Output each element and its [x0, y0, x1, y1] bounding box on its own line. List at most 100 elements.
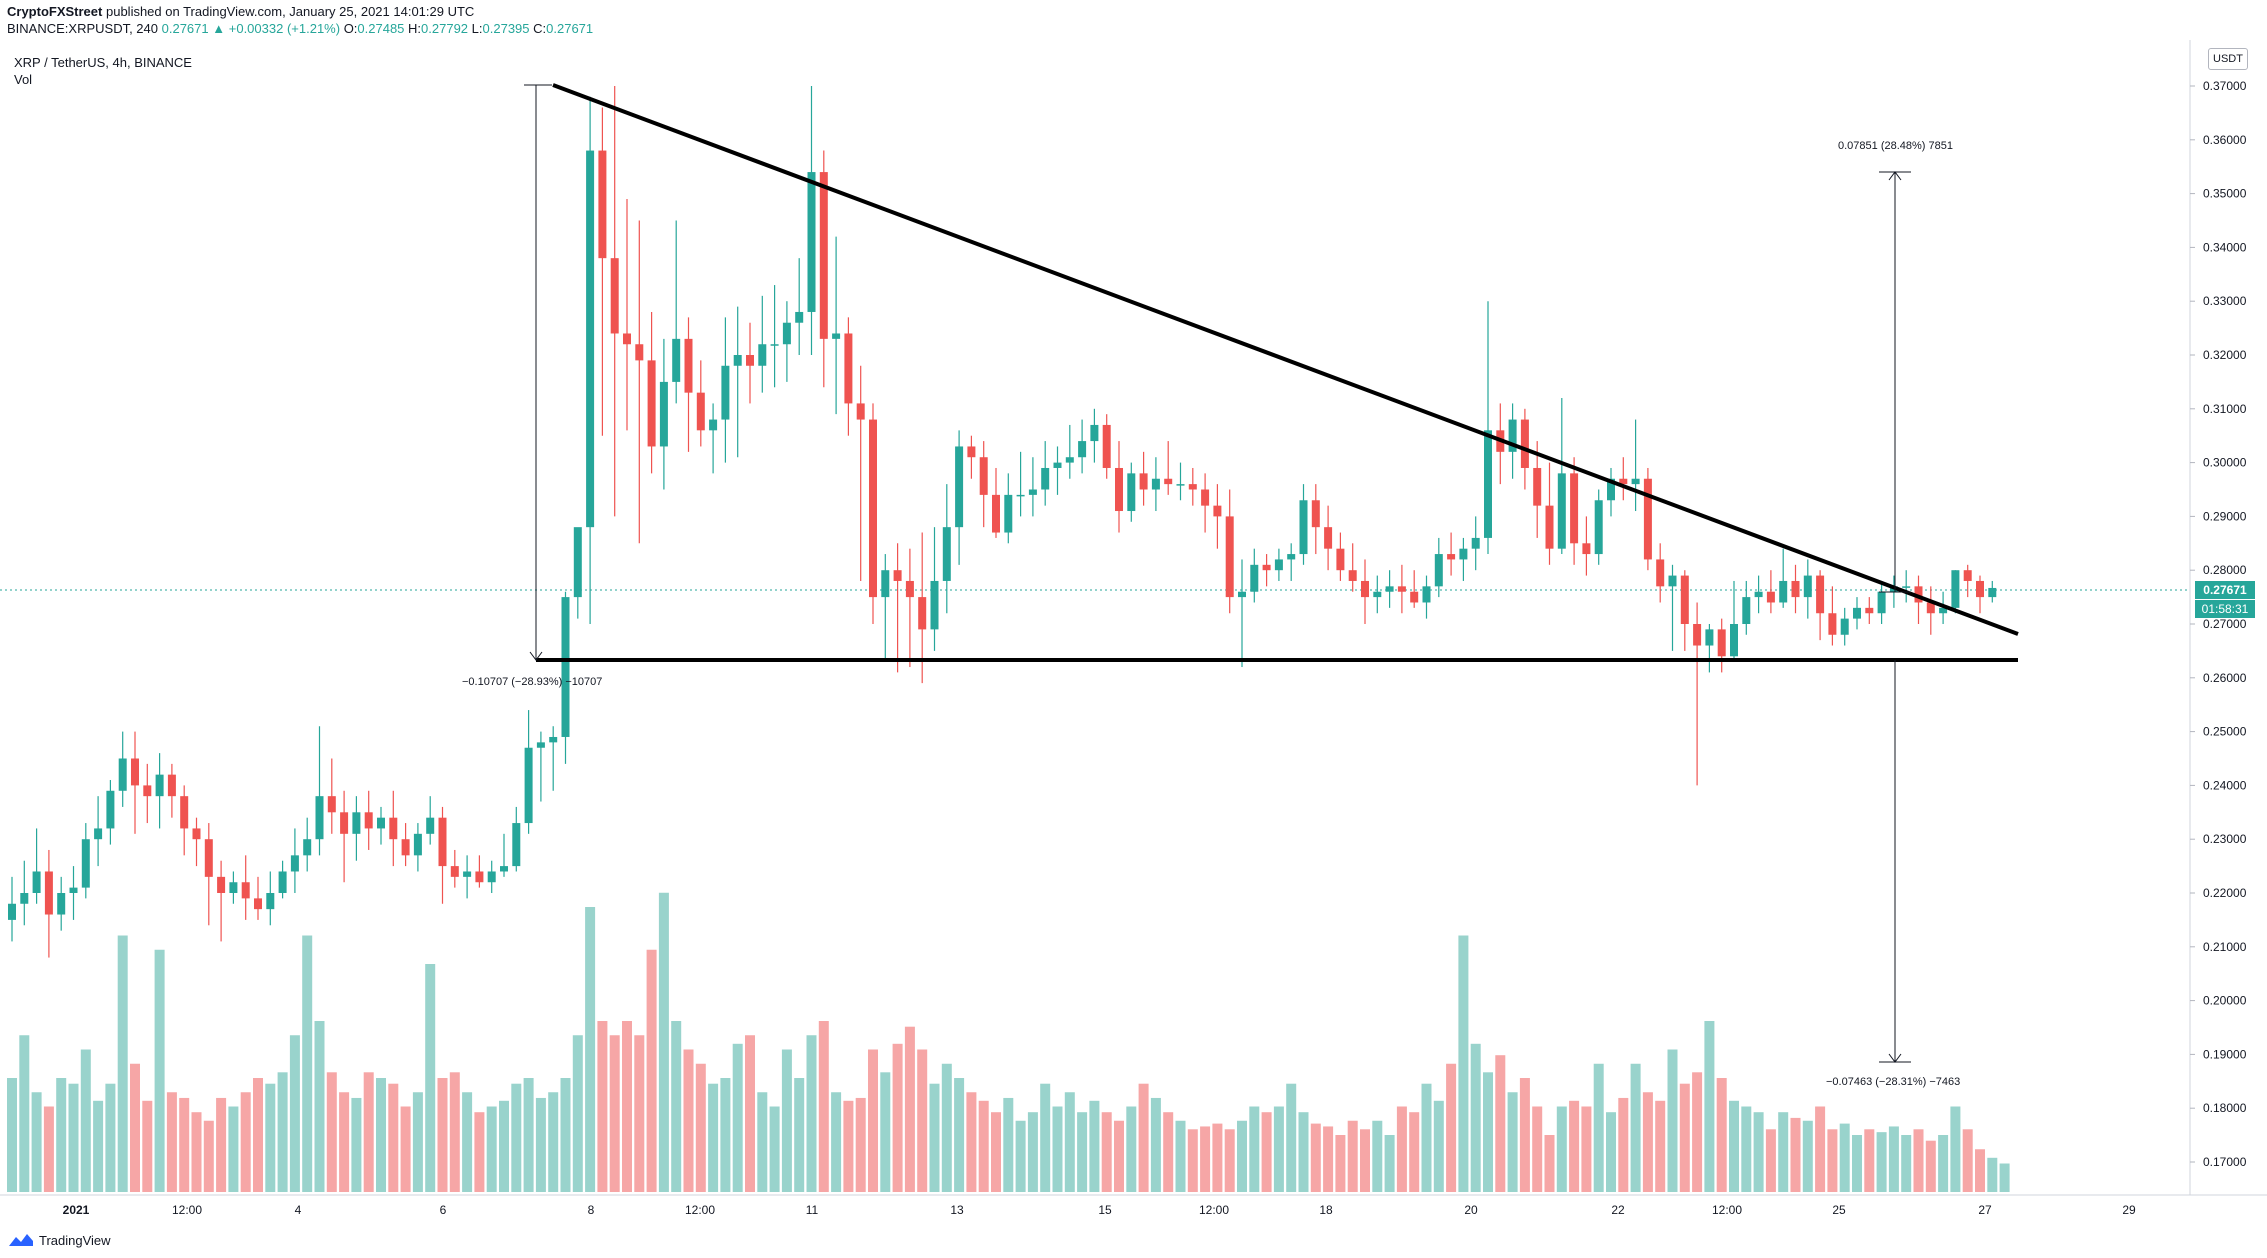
candle-body	[500, 866, 508, 872]
candle	[500, 833, 508, 877]
volume-bar	[1396, 1106, 1407, 1192]
candle	[967, 435, 976, 479]
price-tick-label: 0.26000	[2203, 671, 2247, 685]
candle	[905, 548, 914, 668]
volume-bar	[1987, 1157, 1998, 1192]
candle	[377, 806, 385, 845]
candle	[1422, 575, 1431, 619]
candle-body	[1520, 419, 1529, 468]
candle	[57, 876, 66, 931]
volume-bar	[1692, 1072, 1703, 1192]
volume-bar	[1839, 1123, 1850, 1192]
volume-bar	[1089, 1100, 1100, 1192]
candle-body	[1484, 430, 1492, 538]
volume-bars	[7, 892, 2010, 1192]
time-tick-label: 11	[806, 1203, 819, 1217]
candle-body	[1643, 478, 1652, 560]
candle-body	[1127, 473, 1136, 512]
candle	[1139, 451, 1148, 506]
candle	[536, 731, 545, 802]
candle	[1533, 441, 1542, 538]
candle-body	[1041, 467, 1050, 490]
volume-bar	[695, 1063, 706, 1192]
candle-body	[1976, 580, 1984, 598]
candle-body	[955, 446, 964, 528]
volume-bar	[351, 1097, 362, 1192]
volume-bar	[43, 1106, 54, 1192]
volume-bar	[1741, 1106, 1752, 1192]
volume-bar	[880, 1072, 891, 1192]
candle-body	[782, 322, 791, 345]
candle	[118, 731, 127, 807]
candle	[1127, 462, 1136, 522]
candle	[241, 855, 250, 920]
symbol-line: BINANCE:XRPUSDT, 240	[7, 21, 158, 36]
volume-bar	[93, 1100, 104, 1192]
candle-body	[143, 785, 152, 797]
tradingview-logo[interactable]: TradingView	[8, 1232, 111, 1248]
volume-bar	[831, 1092, 842, 1192]
descending-trendline[interactable]	[552, 83, 2019, 636]
candle	[1557, 398, 1566, 555]
candle	[549, 726, 558, 791]
volume-bar	[560, 1078, 571, 1192]
candle-body	[1816, 575, 1825, 614]
candle-body	[426, 817, 435, 834]
volume-bar	[1409, 1112, 1420, 1192]
candle	[623, 198, 631, 431]
candle	[1164, 441, 1173, 495]
candle-body	[8, 903, 16, 920]
volume-bar	[412, 1092, 423, 1192]
candle-body	[659, 381, 668, 447]
volume-bar	[1237, 1120, 1247, 1192]
candle-body	[1422, 586, 1431, 603]
volume-bar	[769, 1106, 780, 1192]
candle	[340, 790, 349, 883]
candle	[1742, 580, 1751, 635]
candle	[1545, 462, 1554, 565]
candle	[1865, 597, 1874, 624]
currency-badge[interactable]: USDT	[2208, 48, 2248, 70]
volume-bar	[1679, 1083, 1690, 1192]
candle-body	[254, 898, 262, 910]
price-tick-label: 0.36000	[2203, 133, 2247, 147]
candle-body	[1004, 494, 1013, 533]
candle-body	[1582, 543, 1591, 555]
candle	[106, 780, 115, 845]
candle	[1262, 554, 1271, 587]
volume-bar	[1815, 1106, 1826, 1192]
pattern-height-label: −0.10707 (−28.93%) −10707	[462, 676, 603, 688]
publisher-name[interactable]: CryptoFXStreet	[7, 4, 103, 19]
volume-bar	[634, 1035, 645, 1192]
candle-body	[57, 893, 66, 915]
volume-bar	[855, 1097, 866, 1192]
candle	[1619, 457, 1628, 501]
candle-body	[1877, 591, 1886, 614]
candle-body	[450, 866, 459, 877]
candle-body	[487, 871, 496, 883]
candle-body	[377, 817, 385, 829]
volume-bar	[892, 1043, 903, 1192]
candle	[1373, 575, 1382, 614]
candle-body	[1828, 613, 1837, 635]
candle	[438, 806, 447, 904]
volume-bar	[1532, 1106, 1543, 1192]
candle-body	[672, 338, 681, 382]
volume-bar	[1667, 1049, 1678, 1192]
pair-title: XRP / TetherUS, 4h, BINANCE	[14, 55, 192, 70]
volume-bar	[535, 1097, 546, 1192]
volume-bar	[1347, 1120, 1358, 1192]
volume-bar	[757, 1092, 768, 1192]
volume-bar	[437, 1078, 448, 1192]
candle-body	[1914, 586, 1923, 603]
price-tick-label: 0.30000	[2203, 456, 2247, 470]
volume-bar	[166, 1092, 177, 1192]
candle	[598, 107, 607, 436]
volume-bar	[56, 1078, 67, 1192]
volume-bar	[191, 1112, 202, 1192]
last-close-value: 0.27671	[161, 21, 209, 36]
candle-body	[1299, 500, 1308, 555]
candle	[733, 306, 742, 458]
volume-bar	[339, 1092, 350, 1192]
